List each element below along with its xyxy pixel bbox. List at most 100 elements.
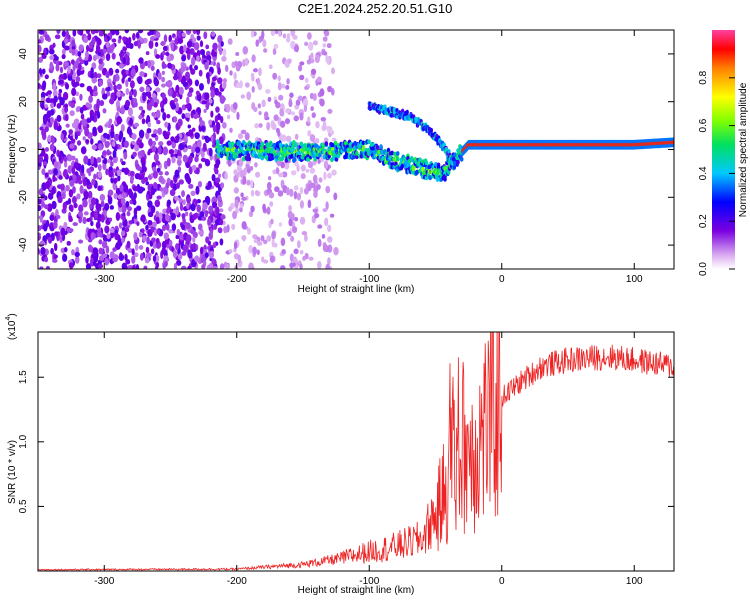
noise-cell <box>242 46 249 55</box>
noise-cell <box>79 83 85 88</box>
noise-cell <box>136 221 140 227</box>
noise-cell <box>198 230 204 236</box>
noise-cell <box>179 45 185 55</box>
noise-cell <box>98 64 104 71</box>
noise-cell <box>52 42 56 48</box>
noise-cell <box>244 82 250 88</box>
noise-cell <box>140 173 145 179</box>
noise-cell <box>49 48 55 55</box>
noise-cell <box>165 213 170 222</box>
noise-cell <box>46 111 51 119</box>
noise-cell <box>115 68 120 74</box>
noise-cell <box>189 48 195 55</box>
noise-cell <box>79 59 85 65</box>
noise-cell <box>248 244 254 254</box>
signal-cell <box>333 140 338 146</box>
noise-cell <box>109 98 115 105</box>
noise-cell <box>314 137 320 144</box>
noise-cell <box>95 221 101 230</box>
noise-cell <box>256 240 263 246</box>
noise-cell <box>293 248 299 255</box>
signal-cell <box>355 154 359 160</box>
signal-cell <box>293 142 298 147</box>
noise-cell <box>199 246 204 255</box>
noise-cell <box>197 181 203 188</box>
noise-cell <box>293 115 299 122</box>
noise-cell <box>217 77 223 85</box>
noise-cell <box>50 102 54 109</box>
noise-cell <box>161 70 165 76</box>
noise-cell <box>137 75 143 85</box>
noise-cell <box>219 208 224 213</box>
noise-cell <box>98 164 102 172</box>
noise-cell <box>198 83 204 91</box>
noise-cell <box>182 81 188 88</box>
noise-cell <box>76 174 82 181</box>
noise-cell <box>237 254 242 264</box>
noise-cell <box>250 266 255 269</box>
noise-cell <box>166 208 170 214</box>
noise-cell <box>147 220 153 226</box>
noise-cell <box>150 188 156 196</box>
noise-cell <box>280 237 286 247</box>
noise-cell <box>331 137 337 142</box>
noise-cell <box>59 74 65 79</box>
noise-cell <box>125 99 131 108</box>
svg-text:(x104): (x104) <box>5 313 18 340</box>
colorbar-tick-label: 0.6 <box>698 118 709 132</box>
noise-cell <box>154 254 160 263</box>
noise-cell <box>116 83 122 90</box>
noise-cell <box>216 91 222 96</box>
noise-cell <box>272 72 278 80</box>
noise-cell <box>196 204 201 213</box>
noise-cell <box>114 232 120 241</box>
noise-cell <box>252 68 259 73</box>
noise-cell <box>71 45 76 51</box>
noise-cell <box>142 93 146 102</box>
noise-cell <box>279 108 284 117</box>
colorbar-ticks: 0.0 0.2 0.4 0.6 0.8 <box>698 70 735 276</box>
noise-cell <box>137 39 142 49</box>
noise-cell <box>65 123 70 128</box>
noise-cell <box>184 172 190 181</box>
noise-cell <box>326 43 332 49</box>
noise-cell <box>320 116 327 122</box>
noise-cell <box>159 187 163 192</box>
noise-cell <box>221 122 227 129</box>
noise-cell <box>290 40 296 50</box>
signal-cell <box>230 147 235 153</box>
noise-cell <box>96 111 101 119</box>
y-tick-label: 40 <box>18 48 29 60</box>
noise-cell <box>113 84 117 92</box>
signal-cell <box>355 150 359 156</box>
noise-cell <box>153 128 158 135</box>
noise-cell <box>196 199 201 204</box>
noise-cell <box>90 197 96 206</box>
noise-cell <box>278 94 284 101</box>
noise-cell <box>79 30 84 36</box>
noise-cell <box>202 142 207 151</box>
noise-cell <box>319 88 325 97</box>
noise-cell <box>120 197 126 205</box>
noise-cell <box>250 30 255 38</box>
noise-cell <box>188 87 194 94</box>
noise-cell <box>71 77 76 87</box>
noise-cell <box>103 48 107 54</box>
noise-cell <box>55 214 61 220</box>
signal-cell <box>395 156 400 162</box>
noise-cell <box>113 134 120 141</box>
noise-cell <box>268 64 273 70</box>
noise-cell <box>116 169 122 177</box>
noise-cell <box>219 263 225 269</box>
noise-cell <box>189 64 193 71</box>
noise-cell <box>153 228 158 237</box>
noise-cell <box>190 34 195 39</box>
noise-cell <box>127 36 132 45</box>
colorbar-label: Normalized spectral amplitude <box>738 82 749 217</box>
branch-cell <box>452 160 457 166</box>
signal-cell <box>433 161 438 167</box>
noise-cell <box>117 194 123 200</box>
noise-cell <box>56 103 62 109</box>
noise-cell <box>41 168 46 176</box>
noise-cell <box>85 263 92 269</box>
